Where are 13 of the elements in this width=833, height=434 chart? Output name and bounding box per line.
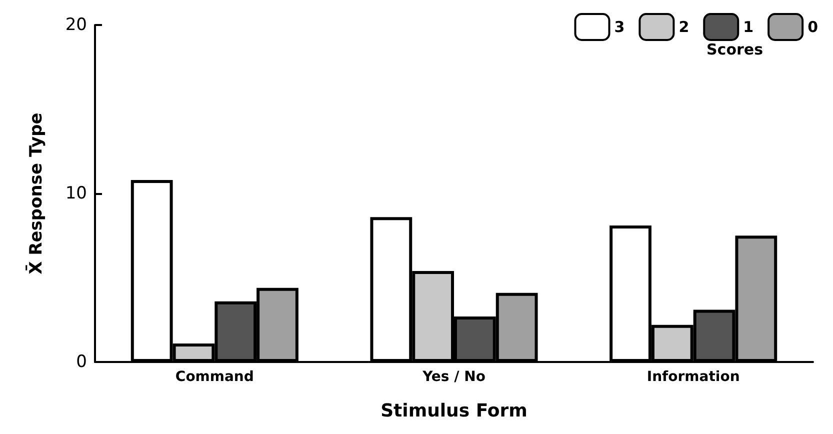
x-tick-label: Information — [646, 369, 740, 385]
y-tick-label: 0 — [76, 352, 87, 372]
x-tick-label: Yes / No — [422, 369, 486, 385]
legend-label: 3 — [614, 18, 625, 36]
legend-label: 1 — [743, 18, 754, 36]
y-axis-title: X̄ Response Type — [25, 112, 46, 274]
legend-label: 0 — [808, 18, 818, 36]
y-tick-label: 20 — [65, 15, 87, 35]
y-tick-label: 10 — [65, 184, 87, 204]
legend-title: Scores — [706, 40, 764, 58]
x-axis-title: Stimulus Form — [380, 400, 528, 422]
x-tick-label: Command — [175, 369, 254, 385]
legend-label: 2 — [678, 18, 690, 36]
